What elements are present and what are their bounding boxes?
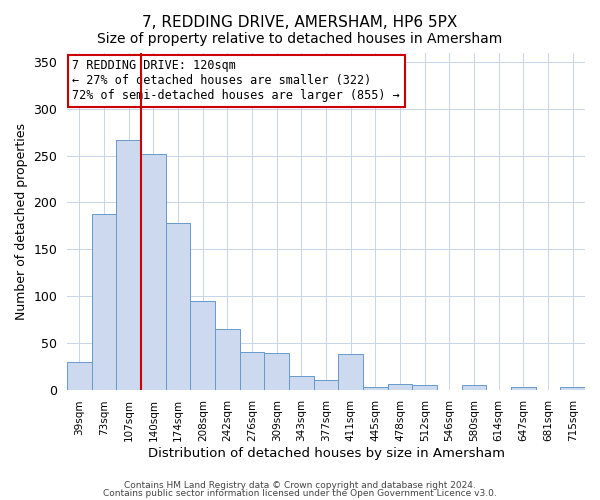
Bar [388,384,412,390]
Text: Contains public sector information licensed under the Open Government Licence v3: Contains public sector information licen… [103,489,497,498]
Bar [67,362,92,390]
Text: 7 REDDING DRIVE: 120sqm
← 27% of detached houses are smaller (322)
72% of semi-d: 7 REDDING DRIVE: 120sqm ← 27% of detache… [73,59,400,102]
Bar [338,354,363,390]
Bar [166,223,190,390]
Text: Contains HM Land Registry data © Crown copyright and database right 2024.: Contains HM Land Registry data © Crown c… [124,480,476,490]
Bar [240,352,265,390]
Bar [511,387,536,390]
Bar [462,385,487,390]
Bar [289,376,314,390]
Bar [314,380,338,390]
Bar [560,387,585,390]
Text: 7, REDDING DRIVE, AMERSHAM, HP6 5PX: 7, REDDING DRIVE, AMERSHAM, HP6 5PX [142,15,458,30]
Bar [363,387,388,390]
X-axis label: Distribution of detached houses by size in Amersham: Distribution of detached houses by size … [148,447,505,460]
Bar [215,328,240,390]
Bar [412,385,437,390]
Text: Size of property relative to detached houses in Amersham: Size of property relative to detached ho… [97,32,503,46]
Bar [92,214,116,390]
Bar [141,154,166,390]
Y-axis label: Number of detached properties: Number of detached properties [15,122,28,320]
Bar [116,140,141,390]
Bar [265,353,289,390]
Bar [190,300,215,390]
